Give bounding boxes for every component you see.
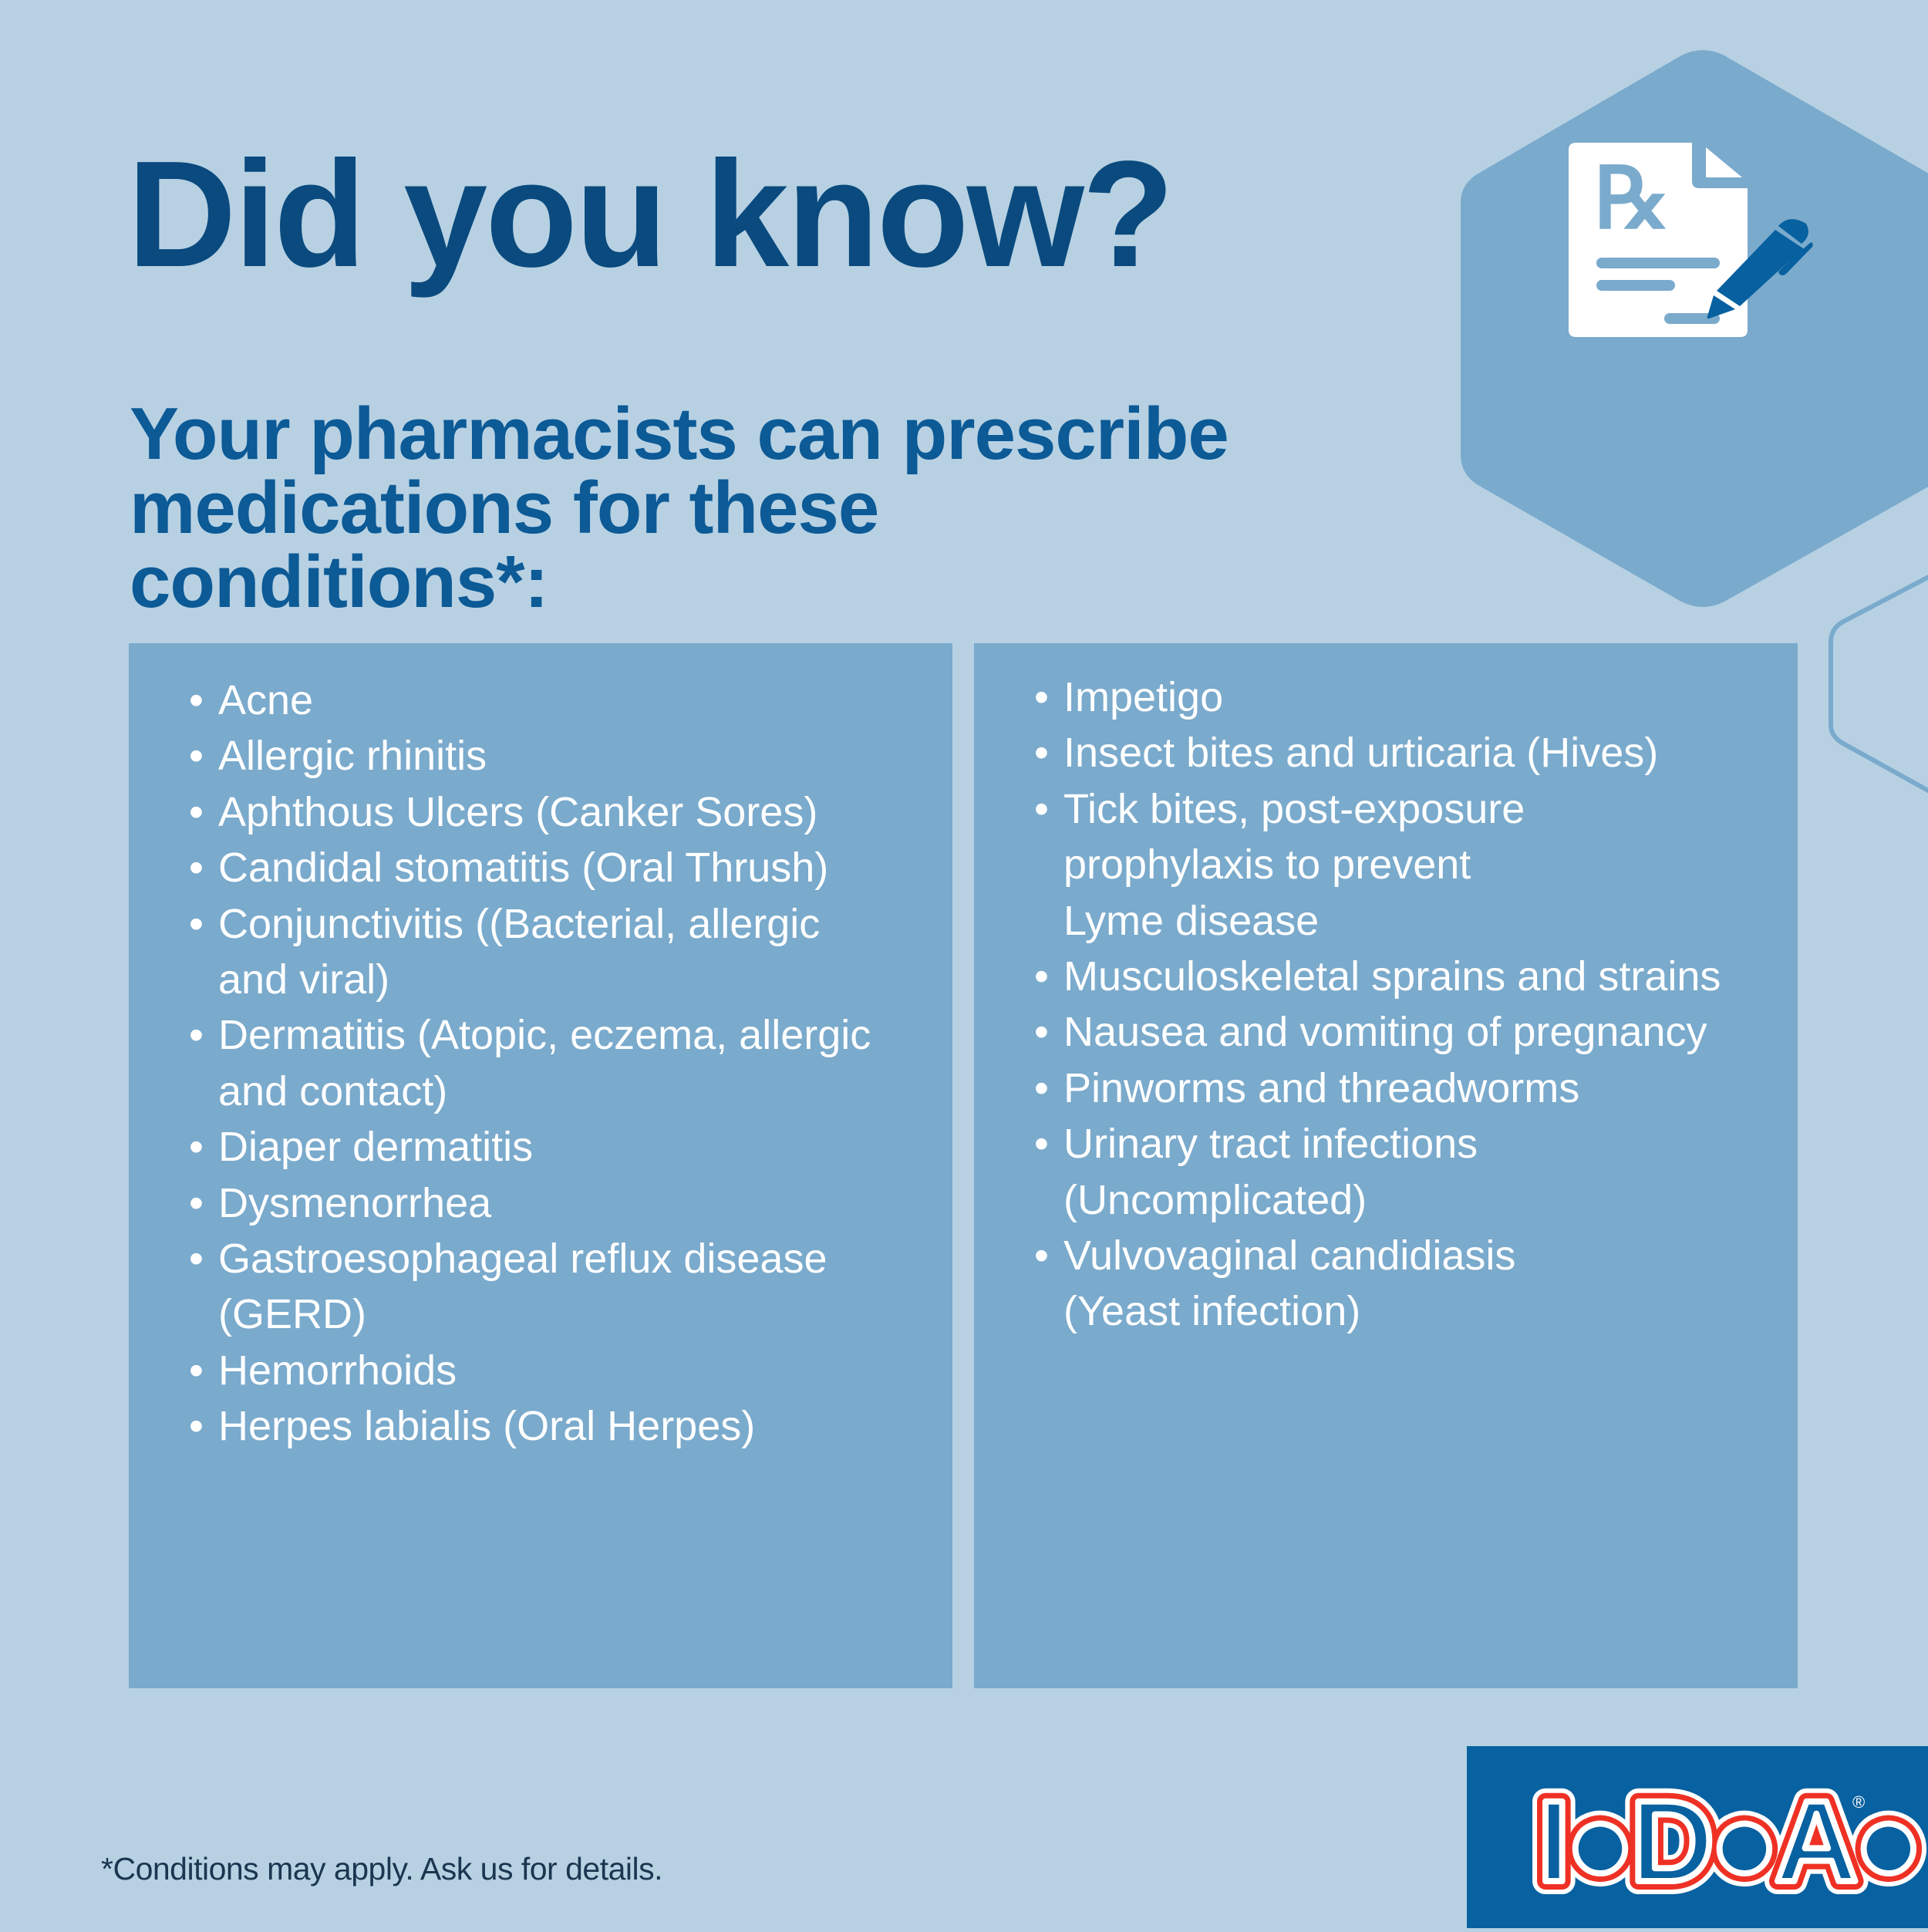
bullet-icon: • [1034, 1064, 1049, 1111]
condition-label: Acne [218, 677, 314, 723]
bullet-icon: • [1034, 1232, 1049, 1280]
condition-item: • Conjunctivitis ((Bacterial, allergic an… [189, 896, 945, 1008]
condition-item: • Gastroesophageal reflux disease (GERD) [189, 1231, 945, 1343]
condition-label: Urinary tract infections (Uncomplicated) [1063, 1121, 1478, 1223]
condition-label: Vulvovaginal candidiasis (Yeast infectio… [1063, 1232, 1516, 1335]
condition-label: Hemorrhoids [218, 1347, 457, 1394]
bullet-icon: • [189, 1236, 204, 1283]
condition-item: • Pinworms and threadworms [1034, 1060, 1790, 1116]
page-title: Did you know? [127, 130, 1175, 298]
condition-label: Dysmenorrhea [218, 1179, 492, 1226]
condition-item: • Urinary tract infections (Uncomplicated… [1034, 1116, 1790, 1228]
pen-icon [1707, 219, 1813, 319]
condition-item: • Musculoskeletal sprains and strains [1034, 949, 1790, 1004]
bullet-icon: • [189, 788, 204, 835]
bullet-icon: • [1034, 785, 1049, 832]
logo-text: I●D●A● [1538, 1776, 1919, 1906]
bullet-icon: • [189, 1347, 204, 1394]
condition-label: Conjunctivitis ((Bacterial, allergic and… [218, 900, 821, 1003]
bullet-icon: • [189, 1403, 204, 1450]
condition-label: Diaper dermatitis [218, 1124, 534, 1171]
condition-item: • Insect bites and urticaria (Hives) [1034, 725, 1790, 781]
condition-item: • Hemorrhoids [189, 1343, 945, 1398]
subtitle-line-1: Your pharmacists can prescribe [130, 393, 1229, 475]
bullet-icon: • [189, 677, 204, 723]
condition-item: • Vulvovaginal candidiasis (Yeast infecti… [1034, 1228, 1790, 1340]
condition-item: • Allergic rhinitis [189, 728, 945, 784]
conditions-list-right: • Impetigo • Insect bites and urticaria (Hi… [1034, 669, 1790, 1340]
condition-item: • Herpes labialis (Oral Herpes) [189, 1398, 945, 1454]
condition-label: Impetigo [1063, 674, 1224, 720]
prescription-with-pen-icon: ℞ [1569, 143, 1813, 337]
bullet-icon: • [1034, 1009, 1049, 1056]
signature-line [1664, 313, 1720, 324]
condition-label: Insect bites and urticaria (Hives) [1063, 730, 1659, 777]
condition-item: • Nausea and vomiting of pregnancy [1034, 1004, 1790, 1060]
bullet-icon: • [1034, 730, 1049, 777]
bullet-icon: • [189, 733, 204, 780]
condition-label: Herpes labialis (Oral Herpes) [218, 1403, 756, 1450]
text-line [1596, 280, 1675, 291]
text-line [1596, 258, 1720, 268]
conditions-panel-left: • Acne • Allergic rhinitis • Aphthous Ulcers … [129, 643, 952, 1688]
bullet-icon: • [189, 1179, 204, 1226]
footnote: *Conditions may apply. Ask us for detail… [101, 1851, 663, 1886]
condition-item: • Aphthous Ulcers (Canker Sores) [189, 784, 945, 840]
bullet-icon: • [189, 1124, 204, 1171]
bullet-icon: • [189, 845, 204, 892]
condition-label: Tick bites, post-exposure prophylaxis to… [1063, 785, 1525, 944]
condition-label: Dermatitis (Atopic, eczema, allergic and… [218, 1012, 871, 1114]
condition-item: • Dermatitis (Atopic, eczema, allergic an… [189, 1007, 945, 1119]
ida-logo-icon: I●D●A● I●D●A● I●D●A● ® [1525, 1763, 1928, 1919]
condition-item: • Candidal stomatitis (Oral Thrush) [189, 840, 945, 895]
condition-label: Pinworms and threadworms [1063, 1064, 1580, 1111]
rx-symbol-icon: ℞ [1594, 151, 1670, 246]
bullet-icon: • [1034, 953, 1049, 1000]
bullet-icon: • [189, 1012, 204, 1059]
subtitle-line-2: medications for these conditions*: [130, 467, 879, 623]
condition-label: Candidal stomatitis (Oral Thrush) [218, 845, 829, 892]
registered-mark: ® [1852, 1792, 1865, 1812]
conditions-panel-right: • Impetigo • Insect bites and urticaria (Hi… [974, 643, 1798, 1688]
logo-red-outline: I●D●A● [1538, 1776, 1919, 1906]
condition-label: Musculoskeletal sprains and strains [1063, 953, 1721, 1000]
condition-label: Aphthous Ulcers (Canker Sores) [218, 788, 818, 835]
condition-item: • Tick bites, post-exposure prophylaxis t… [1034, 781, 1790, 949]
ida-logo: I●D●A● I●D●A● I●D●A● ® [1467, 1746, 1928, 1928]
logo-outline: I●D●A● [1538, 1776, 1919, 1906]
condition-label: Gastroesophageal reflux disease (GERD) [218, 1236, 827, 1338]
condition-item: • Diaper dermatitis [189, 1119, 945, 1175]
condition-item: • Dysmenorrhea [189, 1175, 945, 1231]
hexagon-outline [1829, 575, 1928, 794]
conditions-list-left: • Acne • Allergic rhinitis • Aphthous Ulcers … [189, 673, 945, 1455]
condition-item: • Impetigo [1034, 669, 1790, 725]
condition-item: • Acne [189, 673, 945, 728]
bullet-icon: • [189, 900, 204, 947]
page-fold-icon [1706, 147, 1742, 177]
bullet-icon: • [1034, 1121, 1049, 1168]
bullet-icon: • [1034, 674, 1049, 720]
condition-label: Nausea and vomiting of pregnancy [1063, 1009, 1707, 1056]
page-subtitle: Your pharmacists can prescribe medicatio… [130, 397, 1286, 619]
condition-label: Allergic rhinitis [218, 733, 487, 780]
